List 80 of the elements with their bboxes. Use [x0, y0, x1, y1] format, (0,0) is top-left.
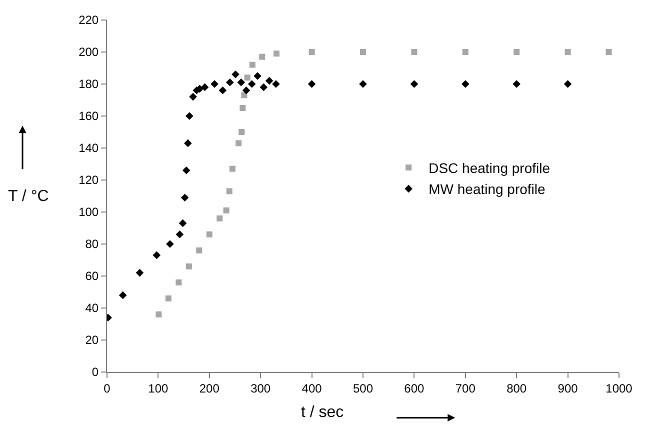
- point: [265, 76, 274, 85]
- x-tick-label: 100: [148, 381, 169, 396]
- y-tick-label: 220: [78, 13, 99, 28]
- point: [156, 311, 162, 318]
- point: [308, 80, 316, 88]
- point: [242, 86, 250, 94]
- point: [462, 80, 470, 88]
- point: [244, 74, 250, 81]
- point: [200, 83, 209, 92]
- point: [182, 166, 190, 174]
- point: [410, 80, 418, 88]
- point: [223, 207, 230, 214]
- point: [564, 80, 572, 88]
- x-tick-label: 900: [558, 381, 578, 396]
- point: [218, 86, 227, 94]
- point: [152, 251, 161, 260]
- y-tick-label: 0: [92, 365, 99, 380]
- point: [236, 140, 242, 146]
- x-axis-title: t / sec: [301, 404, 344, 421]
- y-tick-label: 20: [85, 333, 99, 348]
- point: [259, 54, 266, 60]
- point: [249, 62, 256, 68]
- point: [359, 80, 367, 88]
- legend-label: DSC heating profile: [428, 160, 550, 176]
- x-tick-label: 400: [302, 381, 322, 396]
- point: [360, 49, 366, 55]
- point: [136, 268, 144, 277]
- point: [178, 219, 187, 228]
- point: [166, 240, 174, 248]
- point: [186, 263, 192, 270]
- point: [248, 80, 256, 88]
- point: [232, 70, 240, 78]
- point: [462, 49, 468, 55]
- point: [226, 188, 232, 194]
- point: [186, 112, 194, 120]
- point: [210, 80, 218, 88]
- point: [180, 194, 189, 202]
- point: [176, 230, 184, 238]
- point: [606, 49, 612, 55]
- point: [176, 279, 182, 286]
- point: [196, 247, 202, 254]
- point: [514, 49, 520, 55]
- point: [308, 49, 315, 55]
- y-axis-title: T / °C: [8, 188, 49, 205]
- x-tick-label: 800: [506, 381, 527, 396]
- y-tick-label: 140: [78, 141, 99, 156]
- point: [512, 80, 520, 88]
- y-tick-label: 80: [85, 237, 99, 252]
- point: [254, 72, 262, 80]
- point: [240, 105, 246, 111]
- point: [237, 78, 246, 86]
- x-tick-label: 0: [104, 381, 111, 396]
- y-tick-label: 180: [78, 77, 99, 92]
- point: [238, 129, 245, 135]
- y-tick-label: 160: [78, 109, 99, 124]
- point: [229, 166, 236, 172]
- point: [564, 49, 571, 55]
- point: [226, 78, 234, 86]
- x-tick-label: 300: [250, 381, 271, 396]
- y-tick-label: 40: [85, 301, 99, 316]
- y-tick-label: 60: [85, 269, 99, 284]
- legend-label: MW heating profile: [428, 181, 546, 198]
- point: [272, 80, 280, 88]
- point: [216, 215, 223, 222]
- point: [260, 83, 268, 92]
- x-tick-label: 600: [404, 381, 425, 396]
- point: [189, 92, 197, 101]
- point: [184, 139, 192, 148]
- point: [118, 291, 127, 300]
- point: [411, 49, 418, 55]
- point: [165, 295, 172, 302]
- x-tick-label: 200: [199, 381, 220, 396]
- x-tick-label: 500: [352, 381, 374, 396]
- y-tick-label: 200: [78, 45, 99, 60]
- point: [273, 50, 280, 57]
- y-tick-label: 100: [78, 205, 99, 220]
- y-tick-label: 120: [78, 173, 99, 188]
- x-tick-label: 1000: [606, 381, 633, 396]
- x-tick-label: 700: [455, 381, 476, 396]
- point: [206, 231, 212, 238]
